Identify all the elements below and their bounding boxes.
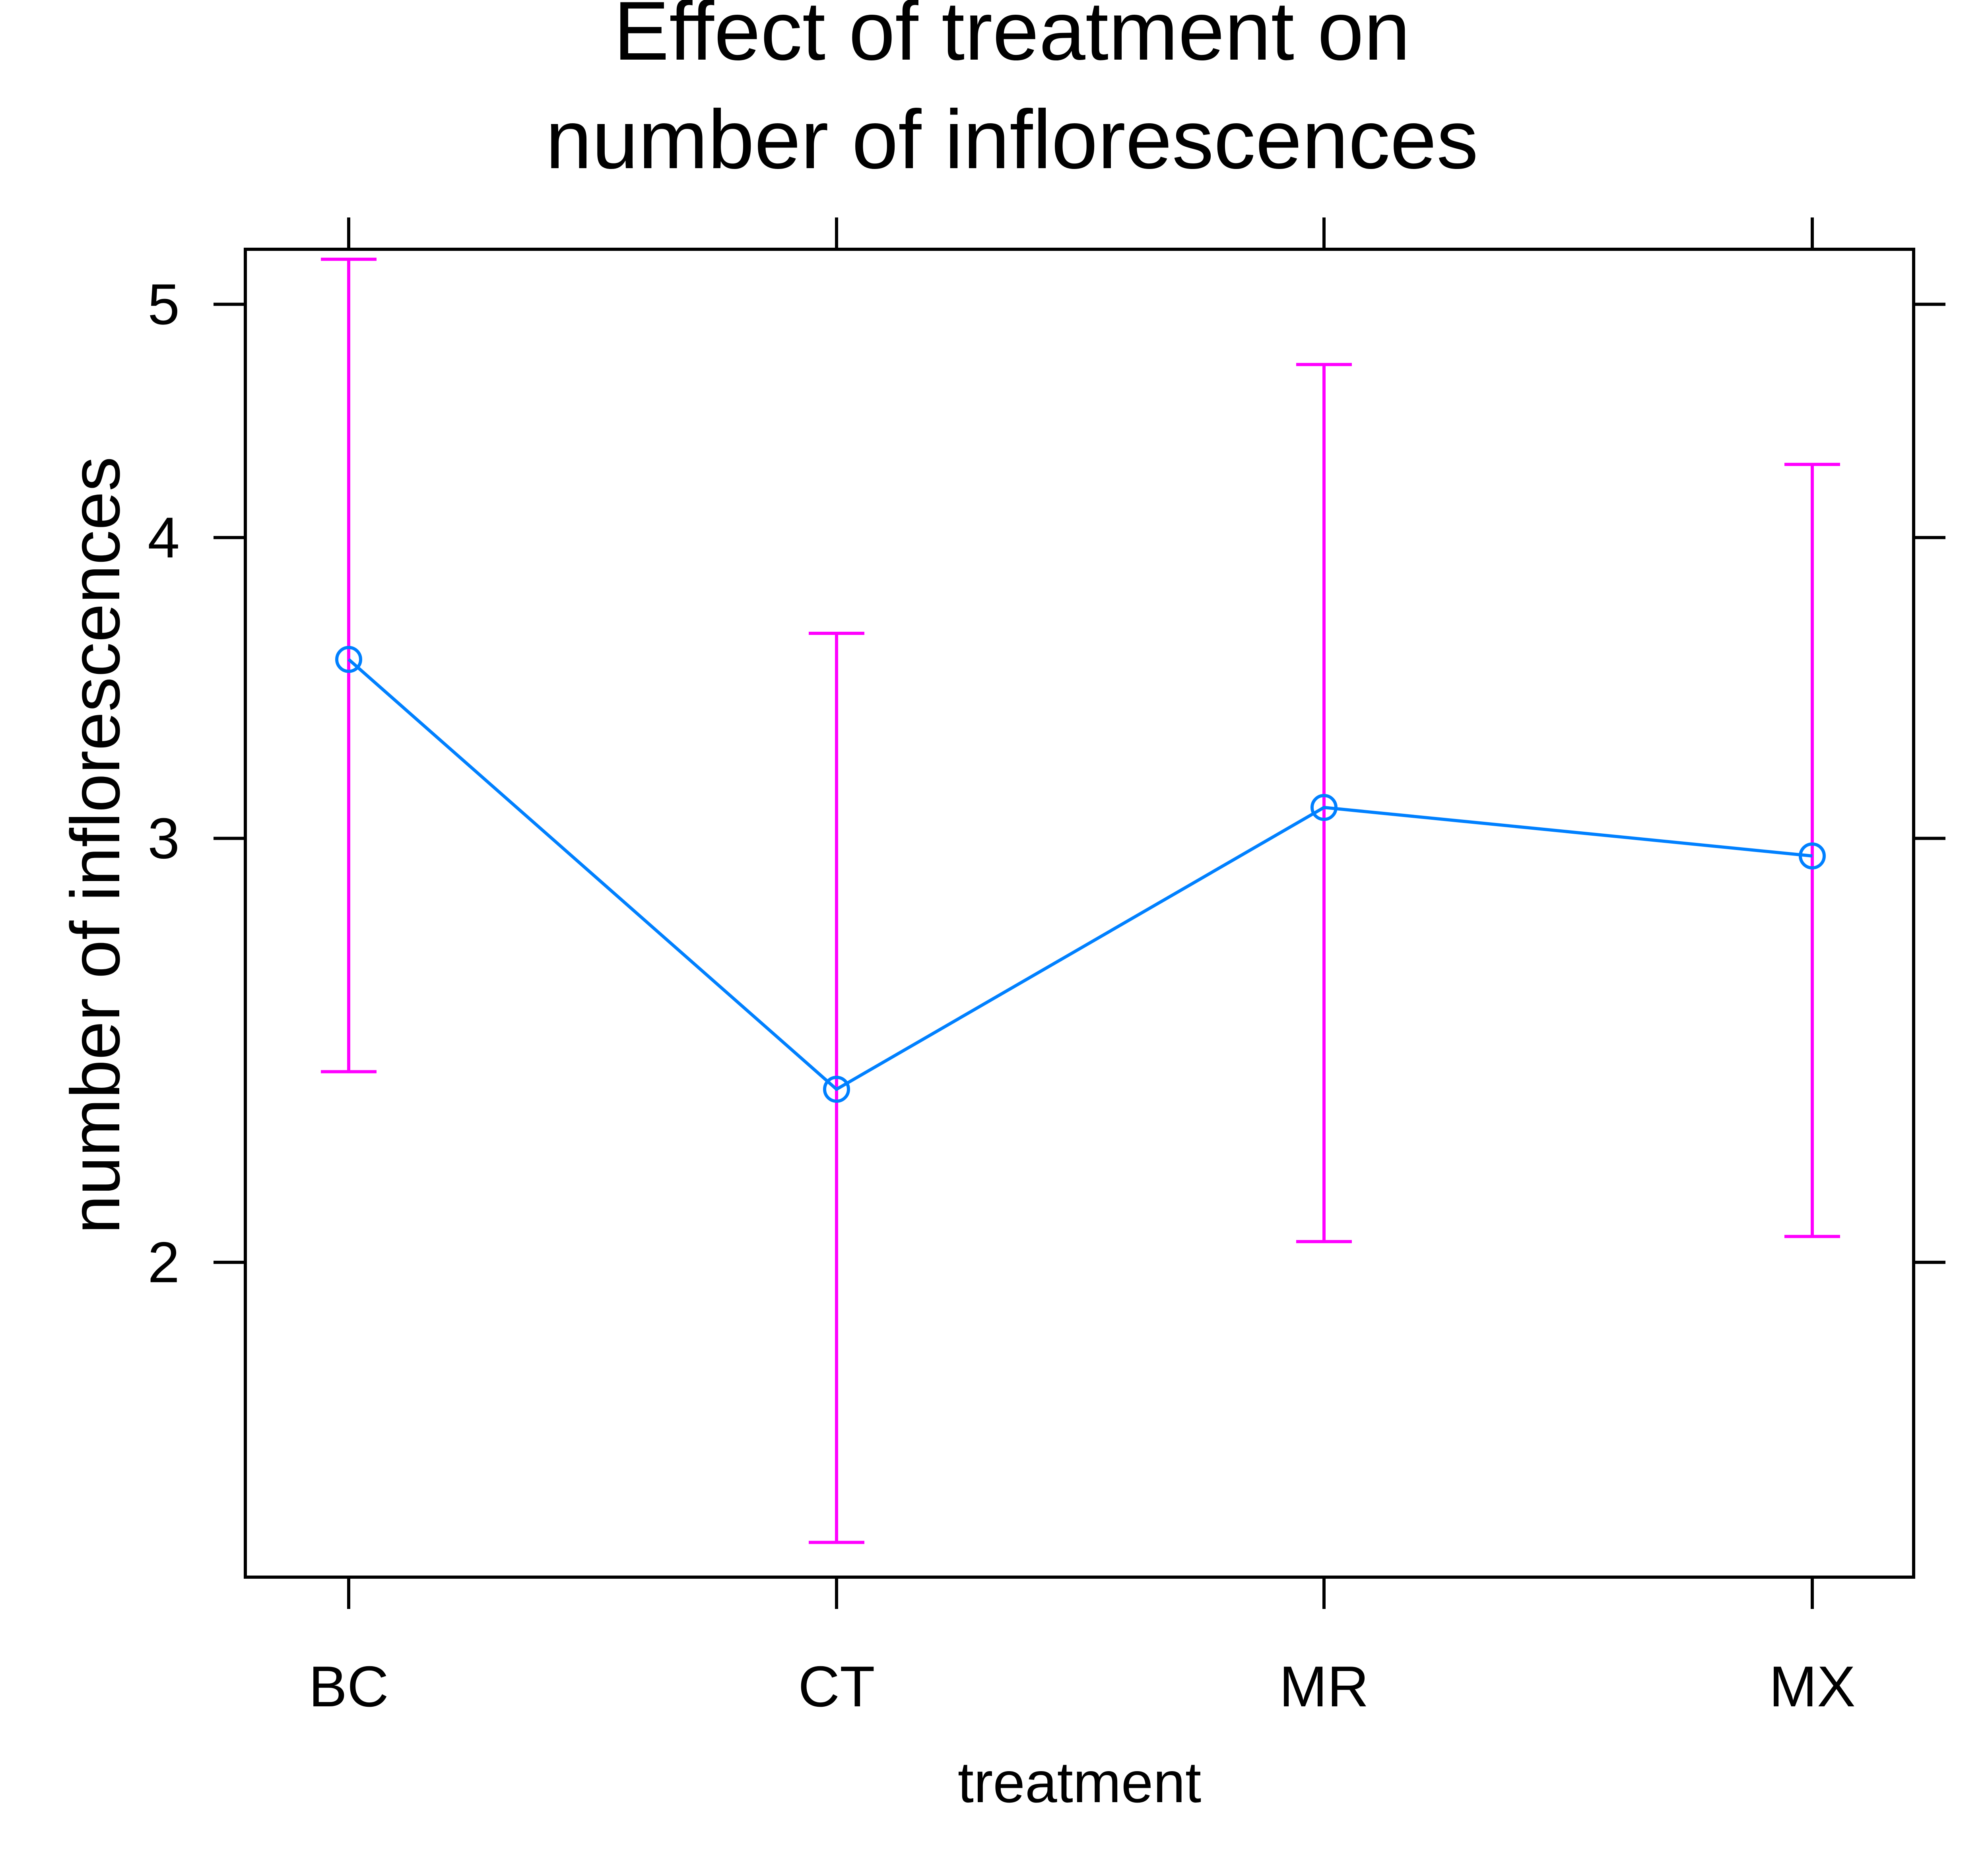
series-layer: [335, 646, 1826, 1103]
x-tick-label-ct: CT: [798, 1654, 875, 1719]
y-tick-label-4: 4: [148, 505, 180, 570]
data-point-ct: [823, 1075, 850, 1103]
data-point-bc: [335, 646, 362, 673]
x-tick-label-bc: BC: [309, 1654, 388, 1719]
y-tick-label-5: 5: [148, 272, 180, 336]
data-point-mx: [1799, 842, 1826, 869]
series-line: [348, 658, 1813, 1091]
y-tick-label-3: 3: [148, 806, 180, 871]
chart-title-line-1: Effect of treatment on: [613, 0, 1410, 78]
y-axis-label: number of inflorescences: [57, 456, 134, 1234]
chart-title-line-2: number of inflorescences: [546, 93, 1478, 186]
axis-ticks: BC CT MR MX 2 3 4 5: [148, 217, 1945, 1719]
x-tick-label-mr: MR: [1279, 1654, 1369, 1719]
x-tick-label-mx: MX: [1769, 1654, 1856, 1719]
plot-frame: [244, 248, 1915, 1579]
error-bars: [321, 258, 1840, 1544]
y-tick-label-2: 2: [148, 1230, 180, 1294]
data-point-mr: [1310, 794, 1338, 821]
x-axis-label: treatment: [958, 1750, 1202, 1814]
